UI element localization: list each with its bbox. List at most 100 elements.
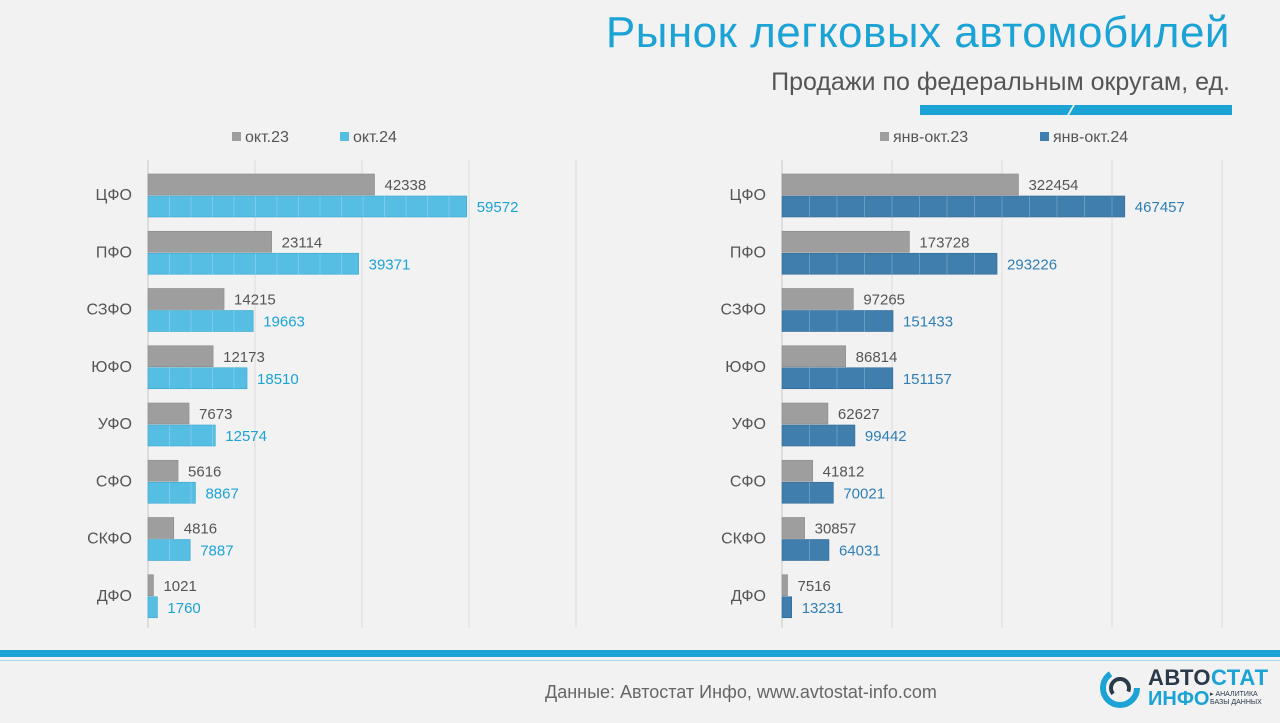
bar-prev-year [147, 173, 375, 196]
data-label: 18510 [257, 371, 299, 388]
data-label: 12574 [225, 428, 267, 445]
data-label: 70021 [843, 485, 885, 502]
category-label: ПФО [96, 244, 132, 261]
legend-swatch [880, 132, 889, 141]
data-label: 7516 [798, 578, 831, 595]
category-label: СЗФО [87, 302, 132, 319]
data-label: 14215 [234, 292, 276, 309]
subtitle-underline [920, 102, 1232, 118]
data-label: 13231 [802, 600, 844, 617]
data-label: 30857 [815, 521, 857, 538]
data-label: 467457 [1135, 199, 1185, 216]
category-label: СФО [730, 473, 766, 490]
page-title: Рынок легковых автомобилей [605, 8, 1230, 57]
data-label: 97265 [863, 292, 905, 309]
bar-prev-year [781, 402, 829, 425]
data-label: 5616 [188, 463, 221, 480]
bar-prev-year [147, 517, 175, 539]
data-label: 64031 [839, 543, 881, 560]
data-label: 7887 [200, 543, 233, 560]
bar-curr-year [781, 539, 830, 561]
bar-prev-year [781, 288, 854, 310]
data-label: 39371 [369, 256, 411, 273]
category-label: ДФО [731, 588, 766, 605]
data-source-note: Данные: Автостат Инфо, www.avtostat-info… [545, 682, 937, 702]
data-label: 7673 [199, 406, 232, 423]
legend-swatch [1040, 132, 1049, 141]
data-label: 1021 [163, 578, 196, 595]
logo-swirl-icon [1100, 668, 1140, 708]
bar-prev-year [781, 230, 910, 253]
bar-prev-year [781, 173, 1019, 196]
category-label: СЗФО [721, 302, 766, 319]
logo-tagline: ▸ АНАЛИТИКА БАЗЫ ДАННЫХ [1210, 691, 1262, 706]
category-label: СФО [96, 473, 132, 490]
data-label: 42338 [385, 177, 427, 194]
data-label: 41812 [823, 463, 865, 480]
chart-ytd-sales: янв-окт.23 янв-окт.24 ЦФО 322454 467457 ПФО 17… [721, 129, 1223, 628]
footer-accent-bar [0, 650, 1280, 657]
legend-label: окт.24 [353, 129, 397, 146]
footer-divider [0, 660, 1280, 661]
data-label: 151157 [903, 371, 952, 388]
category-label: УФО [98, 416, 132, 433]
legend-swatch [340, 132, 349, 141]
data-label: 23114 [282, 234, 323, 251]
bar-curr-year [147, 539, 191, 561]
data-label: 99442 [865, 428, 907, 445]
bar-curr-year [147, 252, 359, 275]
category-label: СКФО [721, 531, 766, 548]
bar-curr-year [781, 481, 834, 504]
data-label: 173728 [919, 234, 969, 251]
bar-prev-year [781, 574, 788, 597]
data-label: 8867 [205, 485, 238, 502]
bar-curr-year [147, 195, 468, 218]
bar-prev-year [147, 345, 214, 368]
bar-prev-year [147, 459, 179, 482]
data-label: 62627 [838, 406, 880, 423]
legend-label: окт.23 [245, 129, 289, 146]
category-label: ПФО [730, 244, 766, 261]
bar-prev-year [147, 230, 272, 253]
data-label: 12173 [223, 349, 265, 366]
bar-curr-year [147, 367, 248, 390]
bar-curr-year [781, 424, 856, 447]
category-label: ЦФО [96, 187, 132, 204]
legend-label: янв-окт.24 [1053, 129, 1128, 146]
data-label: 59572 [477, 199, 519, 216]
bar-prev-year [147, 402, 190, 425]
category-label: ДФО [97, 588, 132, 605]
bar-curr-year [147, 310, 254, 332]
category-label: ЦФО [730, 187, 766, 204]
category-label: ЮФО [725, 359, 766, 376]
bar-curr-year [781, 367, 894, 390]
bar-curr-year [781, 596, 793, 619]
bar-prev-year [781, 345, 846, 368]
logo-wordmark-bottom: ИНФО [1148, 688, 1210, 710]
bar-curr-year [147, 481, 196, 504]
chart-monthly-sales: окт.23 окт.24 ЦФО 42338 59572 ПФО 23114 39371 СЗ… [87, 129, 577, 628]
category-label: СКФО [87, 531, 132, 548]
bar-prev-year [147, 288, 225, 310]
bar-prev-year [781, 459, 813, 482]
data-label: 293226 [1007, 256, 1057, 273]
bar-curr-year [147, 596, 158, 619]
bar-curr-year [147, 424, 216, 447]
legend-swatch [232, 132, 241, 141]
category-label: ЮФО [91, 359, 132, 376]
data-label: 322454 [1028, 177, 1078, 194]
data-label: 1760 [167, 600, 200, 617]
bar-curr-year [781, 195, 1126, 218]
data-label: 86814 [856, 349, 898, 366]
data-label: 4816 [184, 521, 217, 538]
avtostat-logo: АВТОСТАТ ИНФО ▸ АНАЛИТИКА БАЗЫ ДАННЫХ [1098, 664, 1269, 712]
bar-prev-year [781, 517, 805, 539]
legend-label: янв-окт.23 [893, 129, 968, 146]
logo-wordmark-top: АВТОСТАТ [1148, 665, 1269, 690]
bar-prev-year [147, 574, 154, 597]
data-label: 151433 [903, 314, 953, 331]
data-label: 19663 [263, 314, 305, 331]
page-subtitle: Продажи по федеральным округам, ед. [771, 68, 1230, 96]
bar-curr-year [781, 310, 894, 332]
category-label: УФО [732, 416, 766, 433]
